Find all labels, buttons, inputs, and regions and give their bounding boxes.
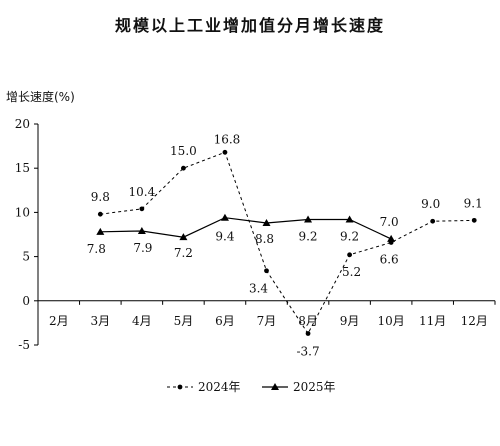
y-ticks: -5 0 5 10 15 20	[15, 117, 38, 352]
legend-marker-2025	[271, 383, 279, 390]
data-label: 9.0	[421, 197, 440, 211]
point-marker	[139, 206, 145, 212]
x-tick-label: 8月	[298, 314, 318, 328]
legend-label-2024: 2024年	[198, 380, 241, 394]
x-tick-label: 2月	[49, 314, 69, 328]
point-marker	[137, 226, 146, 234]
y-tick-label: 10	[15, 205, 30, 219]
point-marker	[97, 211, 103, 217]
data-label: -3.7	[296, 345, 319, 359]
x-tick-label: 9月	[340, 314, 360, 328]
point-marker	[430, 218, 436, 224]
data-label: 9.2	[340, 229, 359, 243]
x-tick-label: 3月	[90, 314, 110, 328]
point-marker	[264, 268, 269, 274]
x-tick-label: 12月	[461, 314, 488, 328]
point-marker	[305, 331, 311, 336]
point-marker	[222, 149, 228, 155]
data-label: 7.9	[133, 241, 152, 255]
data-label: 9.1	[464, 196, 483, 210]
legend-marker-2024	[177, 384, 183, 390]
data-label: 7.0	[380, 215, 399, 229]
chart-title: 规模以上工业增加值分月增长速度	[114, 16, 385, 35]
point-marker	[96, 227, 105, 235]
data-label: 9.8	[91, 190, 110, 204]
y-tick-label: 15	[15, 161, 30, 175]
data-label: 9.4	[215, 230, 234, 244]
data-label: 6.6	[380, 252, 399, 266]
data-label: 3.4	[249, 282, 268, 296]
y-tick-label: -5	[18, 338, 30, 352]
x-tick-label: 4月	[132, 314, 152, 328]
x-tick-label: 5月	[174, 314, 194, 328]
data-label: 8.8	[255, 232, 274, 246]
series-line-1	[100, 151, 475, 335]
series-group	[96, 149, 477, 336]
point-marker	[347, 252, 352, 258]
legend-label-2025: 2025年	[293, 380, 336, 394]
data-label: 5.2	[342, 265, 361, 279]
x-tick-label: 7月	[257, 314, 277, 328]
x-tick-label: 10月	[377, 314, 404, 328]
y-axis-label: 增长速度(%)	[6, 89, 75, 104]
data-label: 15.0	[170, 144, 197, 158]
x-tick-label: 6月	[215, 314, 235, 328]
point-marker	[387, 234, 396, 242]
point-marker	[220, 213, 229, 221]
series-line-2	[100, 217, 392, 240]
data-label: 10.4	[129, 185, 156, 199]
point-marker	[181, 165, 186, 171]
point-marker	[179, 233, 188, 241]
point-marker	[471, 217, 477, 223]
y-tick-label: 5	[22, 250, 30, 264]
axes	[37, 124, 495, 345]
data-label: 9.2	[298, 229, 317, 243]
point-marker	[262, 219, 271, 227]
y-tick-label: 0	[22, 294, 30, 308]
data-label: 16.8	[214, 132, 241, 146]
legend: 2024年 2025年	[167, 380, 336, 394]
data-label: 7.2	[174, 246, 193, 260]
x-ticks: 2月 3月 4月 5月 6月 7月 8月 9月 10月 11月 12月	[37, 300, 496, 328]
x-tick-label: 11月	[419, 314, 446, 328]
point-marker	[304, 215, 313, 223]
point-marker	[345, 215, 354, 223]
data-label: 7.8	[87, 242, 106, 256]
y-tick-label: 20	[15, 117, 30, 131]
data-labels: 9.8 10.4 15.0 16.8 3.4 -3.7 5.2 6.6 9.0 9.1 7.8 7.9…	[87, 132, 483, 358]
